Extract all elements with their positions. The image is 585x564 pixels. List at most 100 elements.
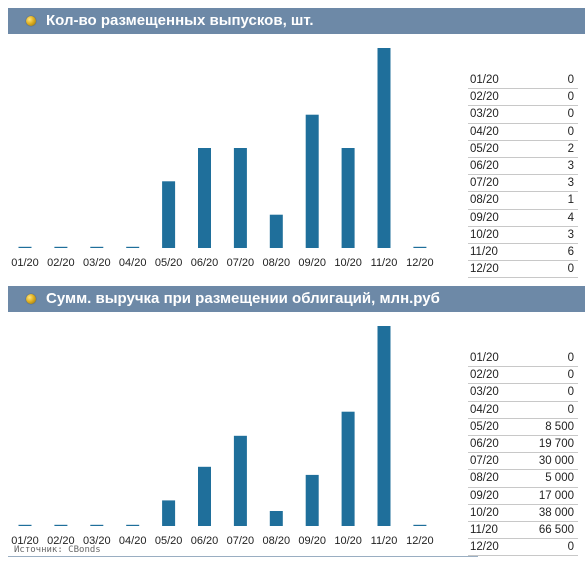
table-month: 07/20 <box>468 452 517 471</box>
chart-2-bar <box>162 500 176 526</box>
bullet-icon <box>26 294 36 304</box>
chart-2-bar <box>305 474 319 526</box>
table-month: 06/20 <box>468 435 517 454</box>
chart-2-header: Сумм. выручка при размещении облигаций, … <box>8 286 585 312</box>
divider <box>8 556 478 557</box>
table-month: 06/20 <box>468 157 551 176</box>
table-value: 6 <box>550 243 578 262</box>
chart-2-bar <box>377 326 391 526</box>
table-value: 0 <box>516 366 578 385</box>
table-month: 12/20 <box>468 260 551 279</box>
table-row: 11/20 66 500 <box>468 521 578 540</box>
chart-1-tick-label: 06/20 <box>191 257 219 269</box>
table-month: 01/20 <box>468 350 517 368</box>
table-row: 08/20 5 000 <box>468 469 578 488</box>
chart-2-bar <box>198 466 211 526</box>
chart-2-tick-label: 04/20 <box>119 535 147 547</box>
table-month: 04/20 <box>468 401 517 419</box>
chart-2-bar <box>90 524 104 526</box>
chart-2-tick-label: 11/20 <box>371 535 398 547</box>
chart-2-tick-label: 03/20 <box>83 535 111 547</box>
table-row: 09/20 4 <box>468 209 578 227</box>
chart-1-bar <box>305 114 319 248</box>
chart-1-tick-label: 07/20 <box>227 257 255 269</box>
chart-1-plot: 01/20 02/20 03/20 04/20 05/20 06/20 07/20 08/20… <box>11 48 434 269</box>
chart-1-tick-label: 09/20 <box>298 257 326 269</box>
table-value: 66 500 <box>516 521 578 540</box>
table-row: 01/20 0 <box>468 350 578 368</box>
table-month: 08/20 <box>468 469 517 488</box>
chart-2-tick-label: 08/20 <box>263 535 291 547</box>
chart-2-title: Сумм. выручка при размещении облигаций, … <box>46 290 440 307</box>
chart-2-tick-label: 07/20 <box>227 535 255 547</box>
table-row: 10/20 3 <box>468 226 578 244</box>
chart-2-bar <box>341 411 355 526</box>
table-row: 10/20 38 000 <box>468 504 578 522</box>
chart-1-tick-label: 10/20 <box>334 257 362 269</box>
table-value: 0 <box>516 401 578 419</box>
chart-2-tick-label: 09/20 <box>298 535 326 547</box>
source-note: Источник: CBonds <box>14 545 101 555</box>
chart-2-plot: 01/20 02/20 03/20 04/20 05/20 06/20 07/20 08/20… <box>11 326 434 547</box>
chart-1-bar <box>341 148 355 248</box>
table-value: 3 <box>550 157 578 176</box>
table-value: 2 <box>550 140 578 158</box>
chart-2-tick-label: 12/20 <box>406 535 434 547</box>
chart-1-tick-label: 12/20 <box>406 257 434 269</box>
table-month: 05/20 <box>468 418 517 436</box>
table-month: 02/20 <box>468 88 551 107</box>
table-value: 0 <box>550 123 578 141</box>
chart-1-tick-label: 08/20 <box>263 257 291 269</box>
table-row: 02/20 0 <box>468 366 578 385</box>
table-row: 08/20 1 <box>468 191 578 210</box>
table-value: 0 <box>550 88 578 107</box>
table-row: 09/20 17 000 <box>468 487 578 505</box>
chart-1-bar <box>413 246 427 248</box>
table-value: 17 000 <box>516 487 578 505</box>
chart-2-tick-label: 05/20 <box>155 535 183 547</box>
table-value: 4 <box>550 209 578 227</box>
table-month: 03/20 <box>468 383 517 402</box>
chart-2-tick-label: 02/20 <box>47 535 75 547</box>
chart-1-bar <box>126 246 140 248</box>
table-row: 05/20 8 500 <box>468 418 578 436</box>
chart-1-tick-label: 03/20 <box>83 257 111 269</box>
chart-1-tick-label: 02/20 <box>47 257 75 269</box>
table-row: 07/20 30 000 <box>468 452 578 471</box>
chart-2-bar <box>233 435 247 526</box>
chart-1-tick-label: 01/20 <box>11 257 39 269</box>
table-row: 06/20 3 <box>468 157 578 176</box>
table-month: 05/20 <box>468 140 551 158</box>
chart-2-bar <box>18 524 32 526</box>
chart-1-bar <box>377 48 391 248</box>
chart-1-title: Кол-во размещенных выпусков, шт. <box>46 12 314 29</box>
table-month: 12/20 <box>468 538 517 557</box>
table-month: 10/20 <box>468 504 517 522</box>
table-row: 03/20 0 <box>468 383 578 402</box>
chart-2-table: 01/20 0 02/20 0 03/20 0 04/20 0 05/20 8 500 06/20 1… <box>468 350 578 557</box>
table-month: 02/20 <box>468 366 517 385</box>
chart-2-bar <box>126 524 140 526</box>
table-month: 11/20 <box>468 521 517 540</box>
table-month: 08/20 <box>468 191 551 210</box>
chart-1-tick-label: 11/20 <box>371 257 398 269</box>
chart-2-bar <box>413 524 427 526</box>
table-value: 19 700 <box>516 435 578 454</box>
table-month: 11/20 <box>468 243 551 262</box>
table-row: 02/20 0 <box>468 88 578 107</box>
table-value: 0 <box>516 350 578 368</box>
table-month: 09/20 <box>468 487 517 505</box>
table-value: 5 000 <box>516 469 578 488</box>
bullet-icon <box>26 16 36 26</box>
chart-1-bar <box>198 148 211 248</box>
table-value: 3 <box>550 174 578 193</box>
chart-1-tick-label: 04/20 <box>119 257 147 269</box>
table-value: 0 <box>516 383 578 402</box>
table-value: 0 <box>550 260 578 279</box>
table-row: 12/20 0 <box>468 538 578 557</box>
chart-2-tick-label: 06/20 <box>191 535 219 547</box>
table-value: 30 000 <box>516 452 578 471</box>
table-value: 3 <box>550 226 578 244</box>
table-month: 01/20 <box>468 72 551 90</box>
table-month: 07/20 <box>468 174 551 193</box>
